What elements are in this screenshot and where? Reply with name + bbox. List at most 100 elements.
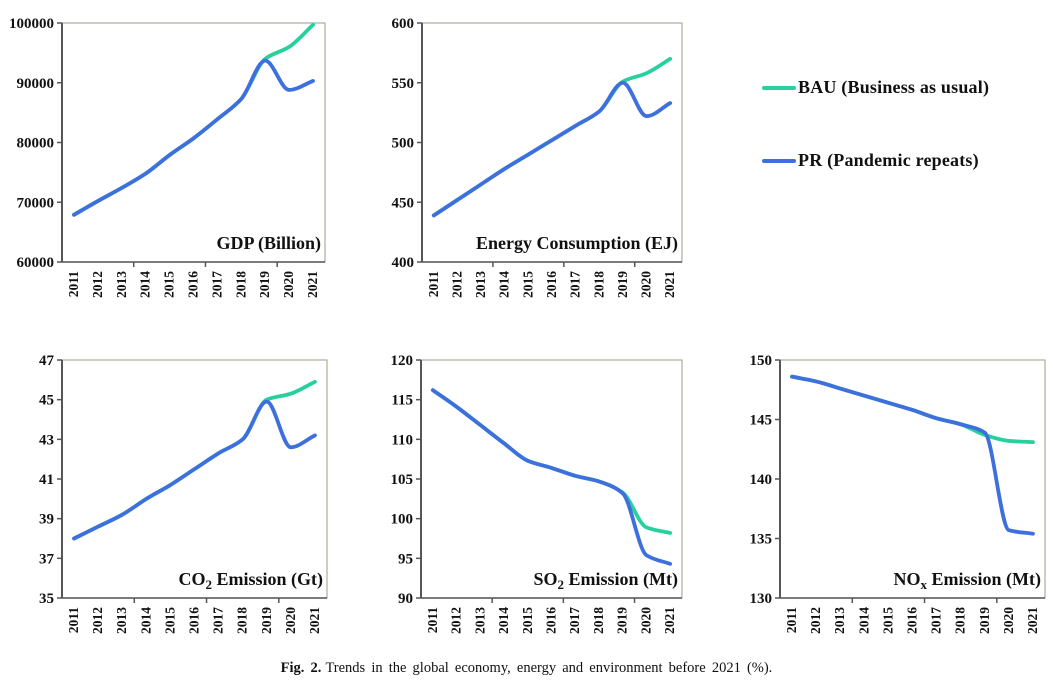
- x-tick-label: 2015: [520, 271, 535, 298]
- y-tick-label: 45: [39, 393, 54, 409]
- y-tick-label: 115: [391, 393, 413, 409]
- y-tick-label: 60000: [17, 255, 55, 271]
- x-tick-label: 2015: [162, 607, 177, 634]
- plot-frame: [421, 22, 683, 263]
- y-tick-label: 95: [398, 551, 413, 567]
- y-tick-label: 43: [39, 432, 54, 448]
- legend: BAU (Business as usual) PR (Pandemic rep…: [762, 55, 1052, 185]
- x-tick-label: 2012: [449, 607, 464, 634]
- x-tick-label: 2020: [639, 271, 654, 298]
- y-tick-label: 100000: [9, 16, 54, 32]
- x-tick-label: 2021: [662, 271, 677, 298]
- series-line-pr: [431, 80, 673, 218]
- x-tick-label: 2018: [953, 607, 968, 634]
- y-tick-label: 400: [392, 255, 415, 271]
- x-tick-label: 2012: [90, 607, 105, 634]
- y-tick-label: 130: [750, 591, 773, 607]
- y-tick-label: 150: [750, 353, 773, 369]
- x-tick-label: 2011: [426, 271, 441, 298]
- x-tick-label: 2016: [905, 607, 920, 634]
- caption-text: Trends in the global economy, energy and…: [325, 660, 773, 676]
- x-tick-label: 2020: [283, 607, 298, 634]
- series-line-bau: [430, 388, 673, 535]
- plot-frame: [420, 359, 683, 599]
- figure-caption: Fig. 2. Trends in the global economy, ene…: [0, 660, 1053, 677]
- plot-title: CO2​ Emission (Gt): [178, 569, 323, 592]
- x-tick-label: 2021: [662, 607, 677, 634]
- x-tick-label: 2014: [138, 607, 153, 634]
- x-tick-label: 2012: [449, 271, 464, 298]
- x-tick-label: 2014: [856, 607, 871, 634]
- x-tick-label: 2017: [211, 607, 226, 634]
- legend-item-pr: PR (Pandemic repeats): [762, 150, 979, 171]
- series-line-pr: [790, 374, 1035, 536]
- x-tick-label: 2014: [138, 271, 153, 298]
- x-tick-label: 2019: [259, 607, 274, 634]
- x-tick-label: 2013: [832, 607, 847, 634]
- y-tick-label: 550: [392, 76, 415, 92]
- series-line-pr: [430, 388, 673, 566]
- x-tick-label: 2015: [162, 271, 177, 298]
- x-tick-label: 2014: [496, 607, 511, 634]
- x-tick-label: 2018: [235, 607, 250, 634]
- x-tick-label: 2011: [784, 607, 799, 634]
- x-tick-label: 2011: [66, 271, 81, 298]
- x-tick-label: 2021: [305, 271, 320, 298]
- x-tick-label: 2021: [1025, 607, 1040, 634]
- y-tick-label: 70000: [17, 195, 55, 211]
- x-tick-label: 2020: [638, 607, 653, 634]
- y-tick-label: 90000: [17, 76, 55, 92]
- chart-so2-emission: 90 95 100 105 110 115 120 2011 2012 2013 2014 2015 2…: [355, 338, 695, 674]
- chart-canvas: 400 450 500 550 600 2011 2012 2013 2014 2015 2016 2…: [392, 16, 683, 298]
- legend-item-bau: BAU (Business as usual): [762, 77, 989, 98]
- bau-line-swatch: [762, 85, 796, 90]
- x-tick-label: 2016: [544, 607, 559, 634]
- x-tick-label: 2012: [90, 271, 105, 298]
- y-tick-label: 120: [391, 353, 414, 369]
- plot-title: NOx​ Emission (Mt): [894, 569, 1042, 592]
- y-tick-label: 37: [39, 551, 55, 567]
- y-tick-label: 35: [39, 591, 54, 607]
- y-tick-label: 105: [391, 472, 414, 488]
- chart-canvas: 35 37 39 41 43 45 47 2011 2012 2013 2014 2015 2016 20…: [39, 353, 328, 634]
- x-tick-label: 2021: [307, 607, 322, 634]
- y-tick-label: 100: [391, 512, 414, 528]
- pr-line-swatch: [762, 158, 796, 163]
- chart-energy-consumption: 400 450 500 550 600 2011 2012 2013 2014 2015 2016 2…: [355, 0, 695, 334]
- chart-canvas: 90 95 100 105 110 115 120 2011 2012 2013 2014 2015 2…: [391, 353, 683, 634]
- plot-title: Energy Consumption (EJ): [476, 233, 678, 254]
- x-tick-label: 2019: [615, 271, 630, 298]
- x-tick-label: 2019: [615, 607, 630, 634]
- series-line-bau: [72, 22, 315, 217]
- x-tick-label: 2017: [929, 607, 944, 634]
- y-tick-label: 140: [750, 472, 773, 488]
- chart-nox-emission: 130 135 140 145 150 2011 2012 2013 2014 2015 2016 2…: [713, 338, 1053, 674]
- x-tick-label: 2013: [473, 271, 488, 298]
- x-tick-label: 2017: [567, 607, 582, 634]
- y-tick-label: 90: [398, 591, 413, 607]
- series-line-pr: [72, 399, 317, 541]
- series-line-pr: [72, 58, 315, 217]
- x-tick-label: 2012: [808, 607, 823, 634]
- x-tick-label: 2018: [233, 271, 248, 298]
- chart-canvas: 60000 70000 80000 90000 100000 2011 2012 2013 20…: [9, 16, 326, 298]
- chart-canvas: 130 135 140 145 150 2011 2012 2013 2014 2015 2016 2…: [750, 353, 1046, 634]
- x-tick-label: 2014: [497, 271, 512, 298]
- x-tick-label: 2013: [114, 607, 129, 634]
- x-tick-label: 2013: [114, 271, 129, 298]
- y-tick-label: 500: [392, 136, 415, 152]
- plot-title: SO2​ Emission (Mt): [533, 569, 678, 592]
- x-tick-label: 2020: [281, 271, 296, 298]
- y-tick-label: 450: [392, 195, 415, 211]
- pr-label: PR (Pandemic repeats): [798, 150, 979, 170]
- y-tick-label: 135: [750, 532, 773, 548]
- bau-label: BAU (Business as usual): [798, 77, 990, 97]
- y-tick-label: 39: [39, 512, 54, 528]
- x-tick-label: 2017: [568, 271, 583, 298]
- y-tick-label: 600: [392, 16, 415, 32]
- x-tick-label: 2011: [66, 607, 81, 634]
- plot-frame: [61, 22, 326, 263]
- x-tick-label: 2020: [1001, 607, 1016, 634]
- x-tick-label: 2016: [186, 271, 201, 298]
